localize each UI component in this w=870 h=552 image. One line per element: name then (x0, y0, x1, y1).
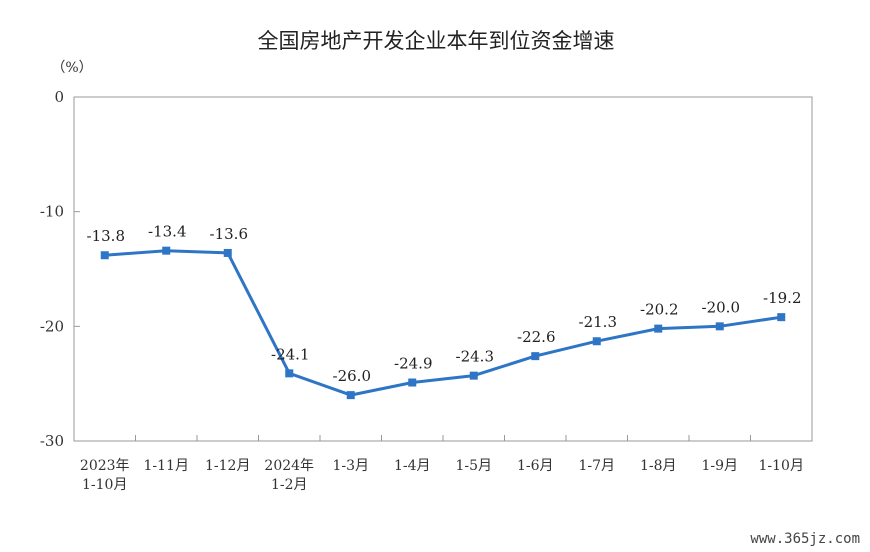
data-label: -21.3 (579, 313, 617, 331)
data-label: -19.2 (763, 289, 801, 307)
data-label: -24.3 (456, 348, 494, 366)
x-tick-label: 1-10月 (759, 458, 804, 474)
data-point (346, 391, 355, 400)
data-labels: -13.8 -13.4 -13.6 -24.1 -26.0 -24.9 -24.3 -22.6… (87, 223, 802, 385)
x-tick-label: 1-5月 (455, 458, 492, 474)
y-axis-unit-label: （%） (51, 60, 92, 76)
data-point (223, 248, 232, 257)
plot-area-frame (73, 96, 813, 442)
x-tick-label: 1-4月 (394, 458, 431, 474)
x-tick-label: 1-10月 (82, 477, 127, 493)
data-point (654, 324, 663, 333)
data-point (162, 246, 171, 255)
x-tick-label: 2024年 (264, 458, 314, 474)
data-point (777, 313, 786, 322)
data-label: -13.8 (87, 227, 125, 245)
y-tick-label: -20 (40, 317, 64, 335)
y-tick-label: -30 (40, 432, 64, 450)
y-tick-label: 0 (54, 88, 64, 106)
x-tick-label: 1-11月 (144, 458, 189, 474)
x-tick-label: 1-8月 (640, 458, 677, 474)
watermark-text: www.365jz.com (750, 531, 860, 547)
data-point (469, 371, 478, 380)
x-tick-label: 1-9月 (701, 458, 738, 474)
data-label: -13.4 (148, 223, 186, 241)
x-axis: 2023年 1-10月 1-11月 1-12月 2024年 1-2月 1-3月 1-4月 1-5… (80, 435, 804, 493)
x-tick-label: 1-3月 (332, 458, 369, 474)
data-point (715, 322, 724, 331)
chart-title: 全国房地产开发企业本年到位资金增速 (258, 29, 615, 53)
data-label: -22.6 (517, 328, 555, 346)
data-label: -13.6 (210, 225, 248, 243)
data-point (531, 352, 540, 361)
x-tick-label: 1-7月 (578, 458, 615, 474)
data-point (408, 378, 417, 387)
y-tick-label: -10 (40, 203, 64, 221)
y-axis: 0 -10 -20 -30 (40, 88, 80, 450)
data-label: -20.2 (640, 301, 678, 319)
data-point (100, 251, 109, 260)
x-tick-label: 2023年 (80, 458, 130, 474)
x-tick-label: 1-2月 (271, 477, 308, 493)
x-tick-label: 1-12月 (205, 458, 250, 474)
data-point (285, 369, 294, 378)
series-markers (100, 246, 786, 400)
data-label: -26.0 (333, 367, 371, 385)
data-point (592, 337, 601, 346)
data-label: -24.1 (271, 345, 309, 363)
x-tick-label: 1-6月 (517, 458, 554, 474)
data-label: -24.9 (394, 355, 432, 373)
data-label: -20.0 (702, 298, 740, 316)
series-line (104, 249, 782, 397)
